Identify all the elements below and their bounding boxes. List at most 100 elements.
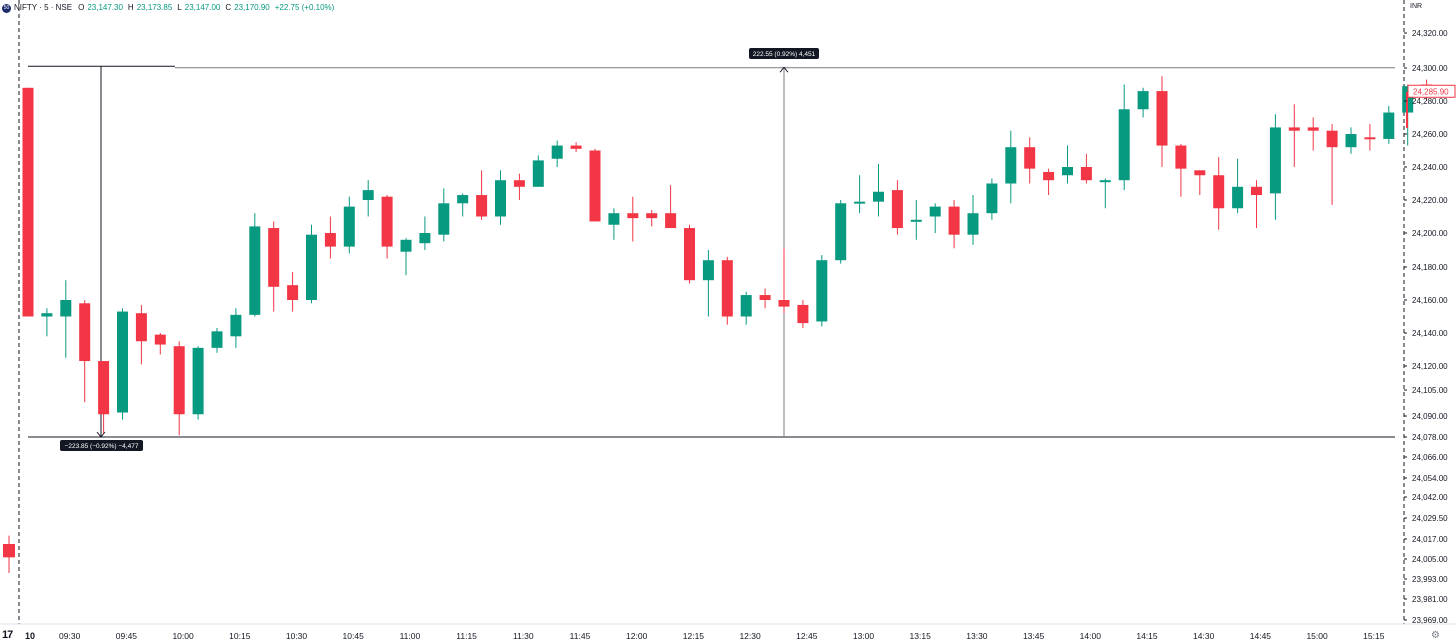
candle[interactable] (986, 178, 998, 220)
candle[interactable] (589, 148, 601, 222)
measure-up-label-bg (749, 48, 819, 59)
candle[interactable] (759, 288, 771, 309)
candle[interactable] (891, 180, 903, 235)
candle[interactable] (665, 185, 677, 229)
candle[interactable] (854, 175, 866, 214)
tradingview-logo-icon[interactable]: 17 (2, 629, 13, 641)
candle[interactable] (1043, 168, 1055, 196)
candle-body (778, 300, 790, 307)
candle[interactable] (438, 188, 450, 242)
time-tick-label: 10:00 (172, 631, 194, 641)
candle[interactable] (1080, 153, 1092, 184)
currency-label[interactable]: INR (1410, 3, 1423, 10)
candle[interactable] (1156, 76, 1168, 167)
candle-body (740, 295, 752, 317)
candle[interactable] (476, 170, 488, 220)
price-tick-label: 24,005.00 (1412, 555, 1448, 564)
candle[interactable] (400, 238, 412, 276)
price-tick-label: 24,220.00 (1412, 196, 1448, 205)
candle[interactable] (1137, 87, 1149, 118)
candle[interactable] (154, 333, 166, 355)
candle[interactable] (230, 308, 242, 348)
candle[interactable] (627, 196, 639, 242)
candle-body (684, 228, 695, 281)
candle[interactable] (419, 216, 431, 251)
candle[interactable] (60, 280, 72, 358)
time-tick-label: 10:15 (229, 631, 251, 641)
candle[interactable] (343, 196, 355, 254)
gear-icon[interactable]: ⚙ (1431, 630, 1440, 641)
candle[interactable] (873, 163, 884, 217)
candle-previous-session[interactable] (3, 535, 15, 573)
time-axis[interactable]: 09:30 09:45 10:00 10:15 10:30 10:45 11:00 11:15… (59, 631, 1385, 641)
candle[interactable] (249, 213, 261, 317)
candle[interactable] (362, 180, 374, 217)
candle[interactable] (1269, 114, 1281, 220)
candle[interactable] (967, 195, 979, 245)
candle[interactable] (1118, 84, 1130, 191)
candle[interactable] (41, 308, 53, 337)
price-tick-label: 24,140.00 (1412, 329, 1448, 338)
candle-body (1175, 145, 1187, 169)
candle[interactable] (929, 203, 941, 233)
candle[interactable] (1194, 170, 1206, 196)
candle[interactable] (702, 250, 714, 317)
candle[interactable] (1307, 117, 1319, 151)
candle[interactable] (1364, 124, 1376, 151)
candle[interactable] (1005, 130, 1017, 204)
candle[interactable] (1251, 180, 1262, 229)
candle[interactable] (1213, 157, 1225, 230)
candle[interactable] (1175, 143, 1187, 197)
candle[interactable] (646, 209, 658, 227)
candle[interactable] (135, 304, 147, 365)
candle-body (306, 234, 317, 300)
candle[interactable] (608, 208, 620, 240)
candle[interactable] (948, 200, 960, 249)
candle[interactable] (835, 200, 847, 264)
price-tick-label: 24,054.00 (1412, 474, 1448, 483)
candle[interactable] (778, 248, 790, 314)
candle[interactable] (268, 221, 280, 312)
candle[interactable] (324, 216, 336, 259)
candle[interactable] (570, 142, 582, 153)
candle[interactable] (98, 361, 110, 434)
candle[interactable] (1099, 178, 1111, 209)
candle[interactable] (1232, 158, 1244, 214)
candle[interactable] (797, 300, 809, 329)
measure-drawings[interactable]: 222.55 (0.92%) 4,451 −223.85 (−0.92%) −4,… (28, 48, 1395, 451)
candle[interactable] (381, 195, 393, 259)
candle[interactable] (173, 341, 185, 436)
candle[interactable] (79, 300, 91, 403)
candle[interactable] (721, 256, 733, 325)
candle[interactable] (532, 155, 544, 187)
candle[interactable] (1326, 124, 1338, 205)
candle[interactable] (1288, 104, 1300, 167)
candle-body (967, 213, 979, 235)
candle[interactable] (1383, 105, 1395, 144)
candle[interactable] (684, 224, 695, 284)
price-axis[interactable]: 24,320.00 24,300.00 24,280.00 24,260.00 24,2… (1404, 29, 1456, 625)
candle[interactable] (551, 140, 563, 167)
candle[interactable] (211, 328, 223, 353)
candle[interactable] (495, 170, 506, 225)
candle[interactable] (306, 224, 317, 304)
candle[interactable] (816, 255, 828, 327)
candle[interactable] (192, 346, 204, 420)
symbol-title[interactable]: NIFTY · 5 · NSE (14, 3, 73, 12)
candle[interactable] (287, 271, 299, 312)
time-tick-label: 14:30 (1193, 631, 1215, 641)
candle[interactable] (22, 87, 34, 317)
candle-body (343, 206, 355, 247)
candle[interactable] (740, 291, 752, 325)
candle[interactable] (1024, 137, 1036, 184)
candles[interactable] (3, 76, 1433, 573)
candle[interactable] (513, 173, 525, 200)
candle-body (211, 331, 223, 348)
candle[interactable] (910, 200, 922, 240)
time-tick-label: 11:45 (570, 631, 591, 641)
candle[interactable] (1345, 127, 1357, 154)
candle[interactable] (457, 193, 469, 217)
candle[interactable] (117, 308, 128, 420)
candle[interactable] (1062, 145, 1073, 184)
